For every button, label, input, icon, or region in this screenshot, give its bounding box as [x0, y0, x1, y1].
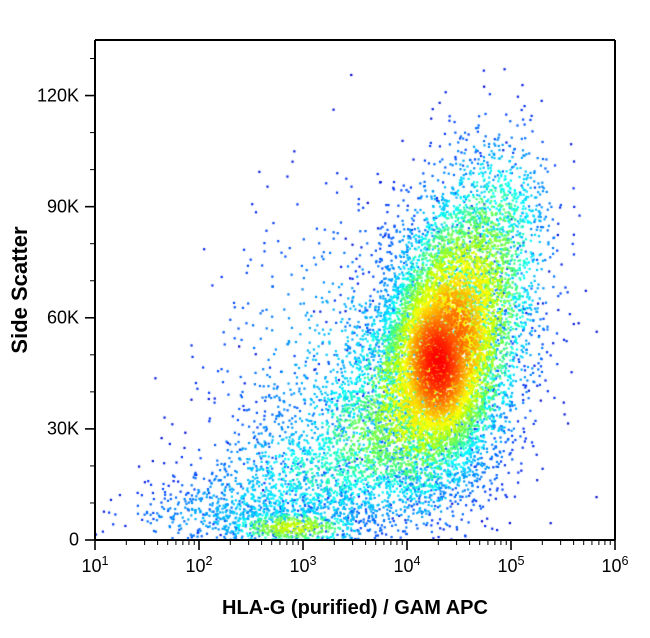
x-tick-label: 102	[185, 554, 212, 577]
density-scatter-canvas	[0, 0, 650, 638]
x-tick-label: 101	[81, 554, 108, 577]
y-tick-label: 0	[69, 530, 79, 551]
x-tick-label: 103	[289, 554, 316, 577]
x-tick-label: 104	[393, 554, 420, 577]
y-tick-label: 60K	[47, 307, 79, 328]
y-tick-label: 120K	[37, 85, 79, 106]
flow-cytometry-plot: Side Scatter HLA-G (purified) / GAM APC …	[0, 0, 650, 638]
x-axis-label: HLA-G (purified) / GAM APC	[222, 597, 488, 620]
y-tick-label: 90K	[47, 196, 79, 217]
y-tick-label: 30K	[47, 418, 79, 439]
y-axis-label: Side Scatter	[7, 226, 33, 353]
x-tick-label: 106	[601, 554, 628, 577]
x-tick-label: 105	[497, 554, 524, 577]
